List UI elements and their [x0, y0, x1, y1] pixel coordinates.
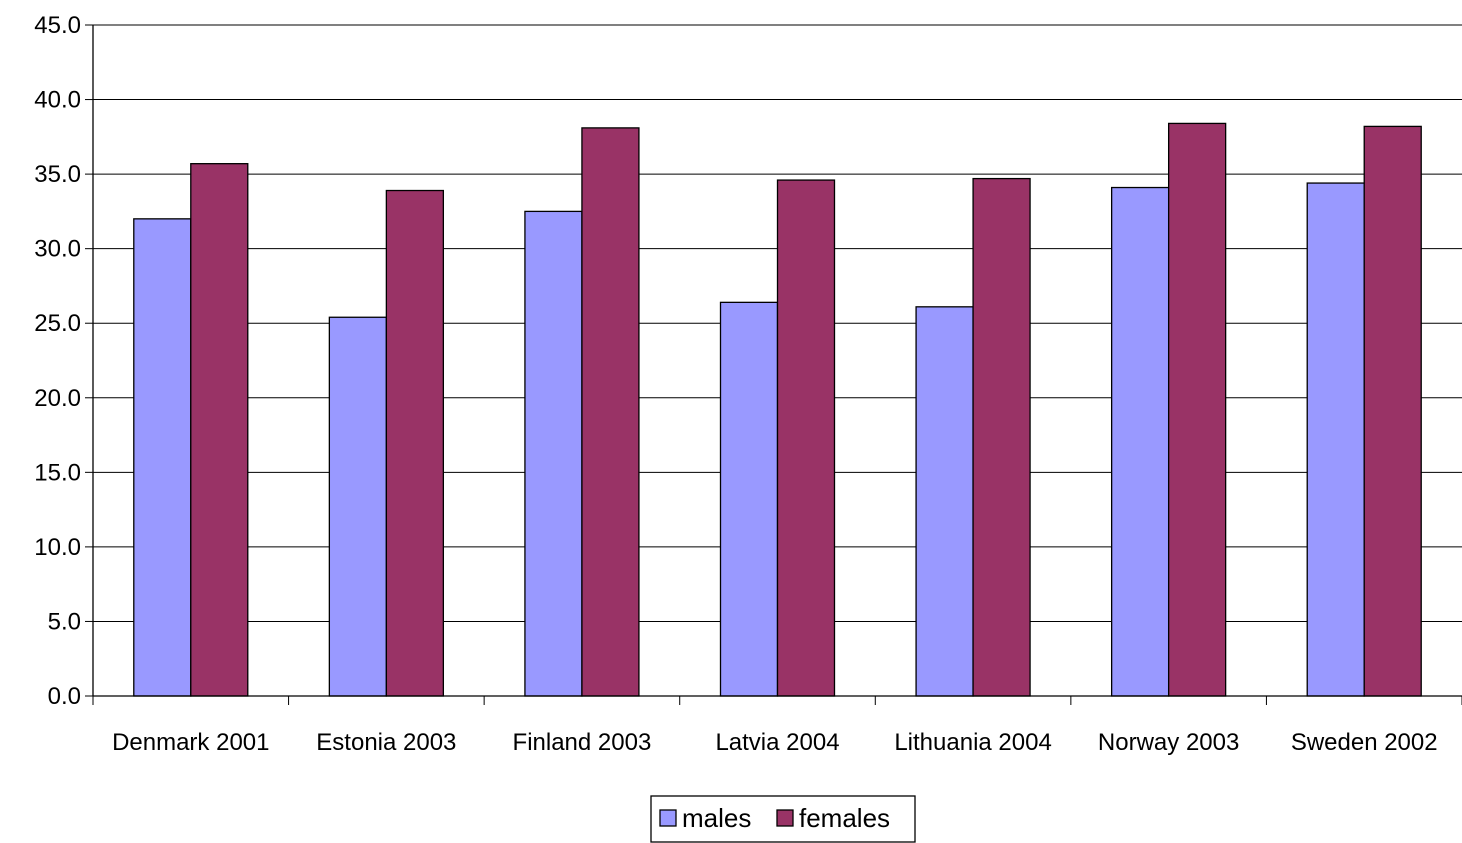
x-axis-tick-labels: Denmark 2001 Estonia 2003 Finland 2003 Latv…: [112, 729, 1438, 756]
bar-females: [776, 179, 836, 697]
bars: [133, 122, 1422, 697]
y-tick-label: 10.0: [34, 534, 81, 561]
y-axis-tick-labels: 0.0 5.0 10.0 15.0 20.0 25.0 30.0 35.0 40.0 45.0: [34, 12, 81, 710]
bar-females: [385, 189, 445, 697]
legend: males females: [650, 795, 916, 843]
bar-males: [328, 316, 388, 697]
y-tick-label: 20.0: [34, 385, 81, 412]
bar-females: [1363, 125, 1422, 697]
legend-label-females: females: [799, 803, 890, 833]
y-tick-label: 30.0: [34, 236, 81, 263]
y-tick-label: 0.0: [48, 683, 81, 710]
y-tick-label: 40.0: [34, 87, 81, 114]
bar-females: [190, 163, 249, 697]
y-tick-label: 25.0: [34, 310, 81, 337]
bar-males: [1110, 186, 1170, 697]
bar-females: [1167, 122, 1227, 697]
bar-males: [1306, 182, 1365, 697]
y-tick-label: 15.0: [34, 459, 81, 486]
bar-males: [133, 218, 192, 697]
x-tick-label: Denmark 2001: [112, 729, 269, 756]
x-tick-label: Lithuania 2004: [894, 729, 1051, 756]
x-tick-label: Finland 2003: [513, 729, 652, 756]
x-tick-label: Estonia 2003: [316, 729, 456, 756]
bar-males: [719, 301, 779, 697]
y-tick-label: 45.0: [34, 12, 81, 39]
y-tick-label: 5.0: [48, 608, 81, 635]
legend-swatch-females: [776, 809, 794, 827]
x-tick-label: Latvia 2004: [715, 729, 839, 756]
bar-males: [915, 306, 974, 697]
y-tick-label: 35.0: [34, 161, 81, 188]
x-tick-label: Sweden 2002: [1291, 729, 1438, 756]
bar-males: [524, 210, 583, 697]
x-tick-label: Norway 2003: [1098, 729, 1239, 756]
bar-females: [581, 127, 640, 697]
axes: [85, 24, 1462, 705]
bar-females: [972, 177, 1031, 697]
legend-swatch-males: [659, 809, 677, 827]
legend-label-males: males: [682, 803, 751, 833]
